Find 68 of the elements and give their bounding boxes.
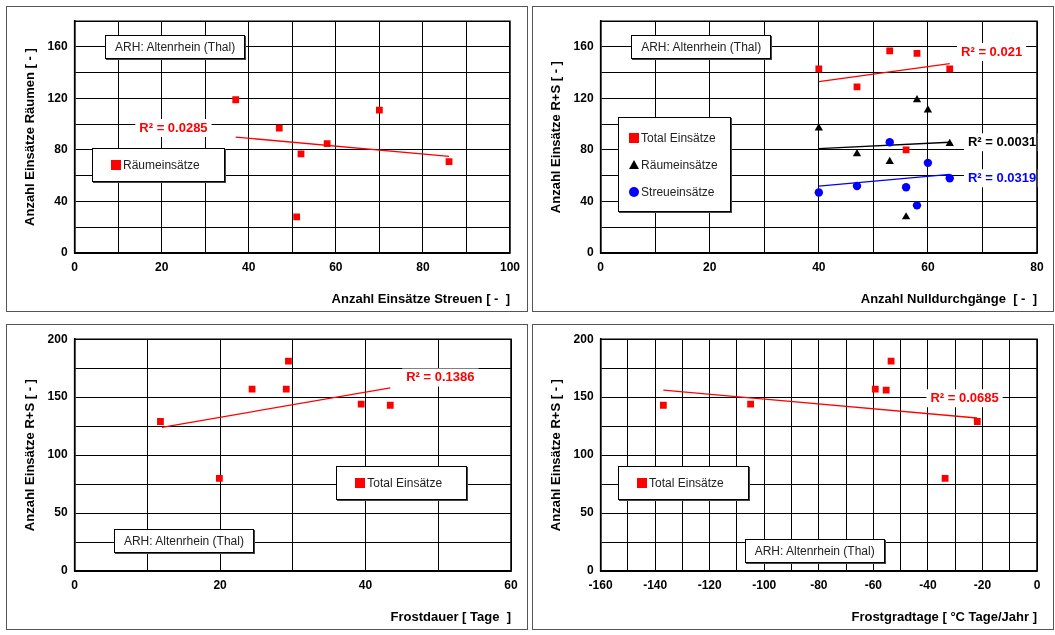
y-tick-label: 0 [60, 245, 68, 260]
x-tick-label: -20 [973, 577, 992, 592]
annotation: R² = 0.021 [961, 43, 1023, 59]
x-axis-title: Frostdauer [ Tage ] [390, 608, 511, 624]
y-tick-label: 0 [60, 563, 68, 578]
y-tick-label: 200 [47, 331, 68, 346]
legend-label: Total Einsätze [649, 475, 724, 490]
y-tick-label: 120 [573, 90, 594, 105]
y-tick-label: 40 [580, 193, 594, 208]
y-tick-label: 80 [54, 142, 68, 157]
y-axis-title: Anzahl Einsätze Räumen [ - ] [22, 48, 38, 226]
x-tick-label: -60 [864, 577, 883, 592]
x-tick-label: 0 [597, 259, 605, 274]
x-tick-label: 40 [358, 577, 373, 592]
y-tick-label: 100 [47, 447, 68, 462]
x-tick-label: 20 [703, 259, 717, 274]
x-tick-label: 40 [812, 259, 826, 274]
x-tick-label: -40 [919, 577, 937, 592]
x-tick-label: -160 [588, 577, 613, 592]
x-tick-label: -80 [810, 577, 828, 592]
x-tick-label: 80 [416, 259, 430, 274]
annotation: R² = 0.0285 [139, 119, 208, 135]
annotation: R² = 0.0319 [967, 169, 1037, 185]
legend-label: Räumeinsätze [123, 157, 200, 172]
x-tick-label: 0 [1033, 577, 1041, 592]
legend-label: Total Einsätze [641, 130, 716, 145]
x-tick-label: -100 [752, 577, 777, 592]
annotation: R² = 0.0031 [967, 133, 1037, 149]
y-tick-label: 150 [47, 389, 68, 404]
y-tick-label: 0 [586, 563, 594, 578]
annotation: ARH: Altenrhein (Thal) [744, 538, 885, 563]
legend-label: Räumeinsätze [641, 157, 718, 172]
annotation: ARH: Altenrhein (Thal) [113, 529, 254, 554]
annotation: R² = 0.1386 [406, 369, 475, 385]
y-tick-label: 0 [586, 245, 594, 260]
annotation: R² = 0.0685 [930, 389, 999, 405]
y-tick-label: 40 [54, 193, 68, 208]
y-tick-label: 120 [47, 90, 68, 105]
annotation: ARH: Altenrhein (Thal) [631, 35, 772, 60]
x-tick-label: -120 [697, 577, 723, 592]
y-tick-label: 80 [580, 142, 594, 157]
x-tick-label: 60 [329, 259, 343, 274]
x-tick-label: 100 [499, 259, 521, 274]
x-tick-label: 0 [71, 259, 79, 274]
x-axis-title: Anzahl Nulldurchgänge [ - ] [860, 290, 1037, 306]
x-tick-label: 60 [921, 259, 935, 274]
x-tick-label: 60 [504, 577, 518, 592]
y-tick-label: 100 [573, 447, 594, 462]
y-tick-label: 50 [580, 505, 594, 520]
y-axis-title: Anzahl Einsätze R+S [ - ] [548, 61, 564, 214]
y-tick-label: 160 [47, 39, 68, 54]
x-tick-label: -140 [643, 577, 668, 592]
x-tick-label: 40 [242, 259, 256, 274]
x-tick-label: 20 [155, 259, 169, 274]
legend-label: Total Einsätze [367, 475, 443, 490]
y-tick-label: 150 [573, 389, 594, 404]
x-tick-label: 80 [1030, 259, 1044, 274]
x-tick-label: 20 [213, 577, 228, 592]
y-axis-title: Anzahl Einsätze R+S [ - ] [22, 379, 38, 532]
x-axis-title: Frostgradtage [ °C Tage/Jahr ] [851, 608, 1037, 624]
x-axis-title: Anzahl Einsätze Streuen [ - ] [331, 290, 510, 306]
annotation: ARH: Altenrhein (Thal) [105, 35, 246, 60]
y-tick-label: 160 [573, 39, 594, 54]
x-tick-label: 0 [71, 577, 79, 592]
y-tick-label: 50 [54, 505, 68, 520]
legend-label: Streueinsätze [641, 184, 715, 199]
y-tick-label: 200 [573, 331, 594, 346]
y-axis-title: Anzahl Einsätze R+S [ - ] [548, 379, 564, 532]
